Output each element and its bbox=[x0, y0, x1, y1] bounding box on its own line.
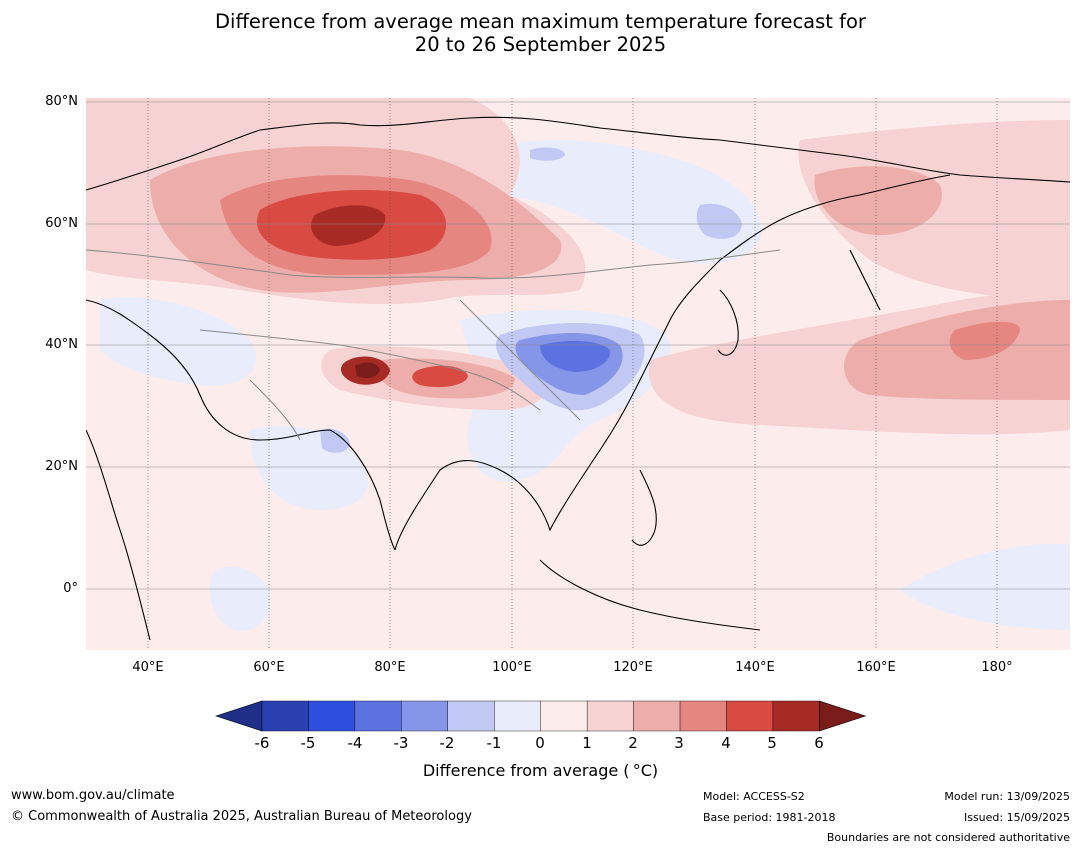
lon-label-180: 180° bbox=[981, 660, 1013, 675]
region-pacific-warm-3 bbox=[949, 321, 1020, 360]
lon-label-80e: 80°E bbox=[374, 660, 406, 675]
colorbar-swatch-2 bbox=[354, 700, 402, 732]
colorbar-swatch-0 bbox=[261, 700, 309, 732]
colorbar-swatch-9 bbox=[679, 700, 727, 732]
lon-label-140e: 140°E bbox=[735, 660, 775, 675]
title-line-2: 20 to 26 September 2025 bbox=[414, 33, 667, 56]
issued-text: Issued: 15/09/2025 bbox=[963, 811, 1070, 824]
colorbar-swatch-1 bbox=[308, 700, 356, 732]
cb-tick-m1: -1 bbox=[486, 734, 502, 752]
lat-label-80n: 80°N bbox=[45, 94, 78, 109]
forecast-map bbox=[86, 98, 1070, 650]
lon-label-100e: 100°E bbox=[492, 660, 532, 675]
lon-label-160e: 160°E bbox=[856, 660, 896, 675]
region-india-cool-2 bbox=[320, 428, 350, 453]
colorbar-swatch-10 bbox=[726, 700, 774, 732]
region-central-asia-cool-outer bbox=[100, 297, 257, 386]
region-central-china-cool-4 bbox=[540, 340, 611, 372]
region-east-siberia-cool-2b bbox=[530, 147, 565, 161]
colorbar-swatch-3 bbox=[401, 700, 449, 732]
cb-tick-0: 0 bbox=[535, 734, 545, 752]
base-period-text: Base period: 1981-2018 bbox=[703, 811, 836, 824]
colorbar-extend-high bbox=[819, 700, 867, 732]
lon-label-40e: 40°E bbox=[132, 660, 164, 675]
cb-tick-m5: -5 bbox=[300, 734, 316, 752]
region-east-siberia-cool-2 bbox=[696, 203, 742, 239]
cb-tick-m2: -2 bbox=[439, 734, 455, 752]
graticule bbox=[147, 98, 998, 650]
coastlines bbox=[86, 116, 1070, 641]
copyright-text: © Commonwealth of Australia 2025, Austra… bbox=[11, 809, 472, 824]
cb-tick-2: 2 bbox=[628, 734, 638, 752]
lat-label-0: 0° bbox=[63, 581, 78, 596]
colorbar-swatch-11 bbox=[772, 700, 820, 732]
region-tibet-warm-6 bbox=[355, 362, 380, 378]
website-link[interactable]: www.bom.gov.au/climate bbox=[11, 788, 175, 803]
region-africa-cool-outer bbox=[209, 566, 270, 631]
colorbar bbox=[215, 700, 867, 732]
cb-tick-m4: -4 bbox=[347, 734, 363, 752]
cb-tick-m6: -6 bbox=[254, 734, 270, 752]
cb-tick-3: 3 bbox=[674, 734, 684, 752]
region-plateau-warm-4 bbox=[412, 365, 468, 388]
cb-tick-5: 5 bbox=[767, 734, 777, 752]
lat-label-20n: 20°N bbox=[45, 459, 78, 474]
cb-tick-m3: -3 bbox=[393, 734, 409, 752]
lon-label-60e: 60°E bbox=[253, 660, 285, 675]
region-siberia-warm-5 bbox=[311, 205, 386, 246]
latitude-lines bbox=[86, 101, 1070, 590]
colorbar-swatch-6 bbox=[540, 700, 588, 732]
disclaimer-text: Boundaries are not considered authoritat… bbox=[826, 831, 1070, 844]
colorbar-extend-low bbox=[215, 700, 263, 732]
title-line-1: Difference from average mean maximum tem… bbox=[215, 10, 866, 33]
model-run-text: Model run: 13/09/2025 bbox=[944, 790, 1070, 803]
model-text: Model: ACCESS-S2 bbox=[703, 790, 805, 803]
colorbar-swatch-4 bbox=[447, 700, 495, 732]
country-borders bbox=[86, 249, 781, 441]
lat-label-60n: 60°N bbox=[45, 216, 78, 231]
colorbar-swatch-7 bbox=[586, 700, 634, 732]
map-title: Difference from average mean maximum tem… bbox=[0, 10, 1081, 56]
lon-label-120e: 120°E bbox=[613, 660, 653, 675]
cb-tick-6: 6 bbox=[814, 734, 824, 752]
cb-tick-1: 1 bbox=[582, 734, 592, 752]
colorbar-swatch-8 bbox=[633, 700, 681, 732]
region-pacific-cool-outer bbox=[900, 543, 1070, 630]
cb-tick-4: 4 bbox=[721, 734, 731, 752]
lat-label-40n: 40°N bbox=[45, 337, 78, 352]
colorbar-swatch-5 bbox=[494, 700, 541, 732]
colorbar-label: Difference from average ( °C) bbox=[422, 761, 659, 780]
